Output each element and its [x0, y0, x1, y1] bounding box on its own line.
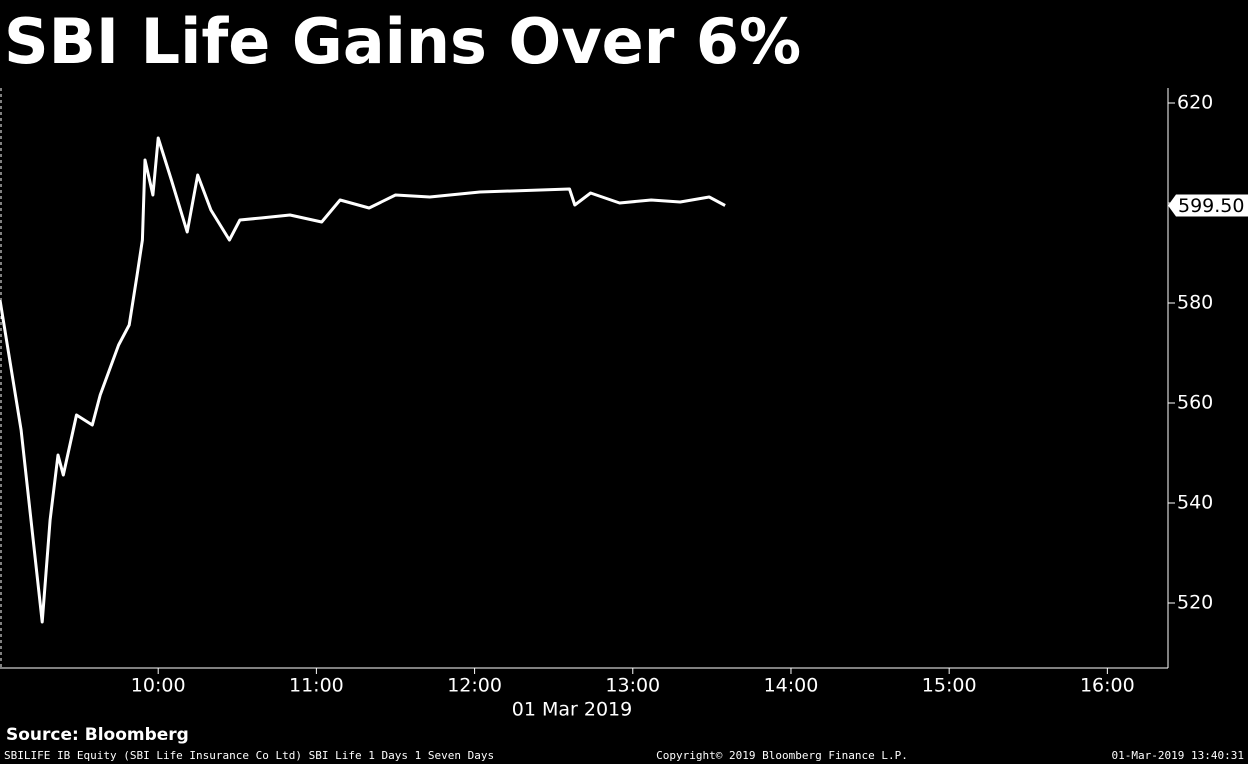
chart-title: SBI Life Gains Over 6% — [4, 5, 801, 78]
footer-right: 01-Mar-2019 13:40:31 — [1112, 749, 1244, 762]
last-value-label: 599.50 — [1178, 195, 1244, 217]
y-tick-label: 580 — [1177, 292, 1213, 314]
footer-center: Copyright© 2019 Bloomberg Finance L.P. — [656, 749, 908, 762]
footer-left: SBILIFE IB Equity (SBI Life Insurance Co… — [4, 749, 494, 762]
y-tick-label: 620 — [1177, 92, 1213, 114]
y-tick-label: 560 — [1177, 392, 1213, 414]
price-line — [0, 136, 726, 624]
x-tick-label: 16:00 — [1080, 675, 1135, 697]
y-tick-label: 520 — [1177, 592, 1213, 614]
x-tick-label: 12:00 — [447, 675, 502, 697]
x-tick-label: 13:00 — [605, 675, 660, 697]
x-tick-label: 10:00 — [131, 675, 186, 697]
y-tick-label: 540 — [1177, 492, 1213, 514]
x-tick-label: 14:00 — [764, 675, 819, 697]
x-tick-label: 11:00 — [289, 675, 344, 697]
x-tick-label: 15:00 — [922, 675, 977, 697]
x-axis-label: 01 Mar 2019 — [512, 699, 632, 721]
last-value-tag — [1168, 194, 1248, 217]
source: Source: Bloomberg — [6, 725, 189, 745]
